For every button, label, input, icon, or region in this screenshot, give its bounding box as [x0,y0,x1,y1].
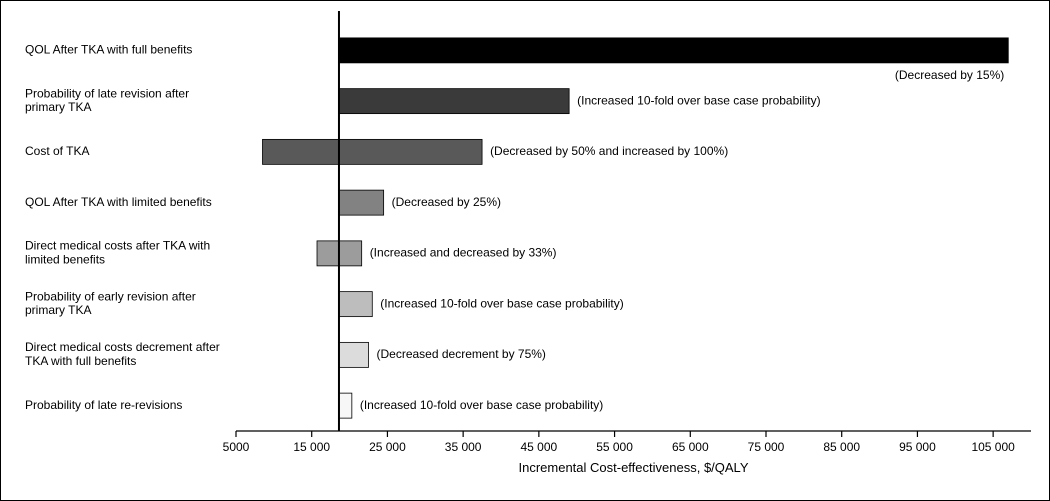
x-tick-label: 95 000 [899,440,936,454]
bar-label: Probability of late re-revisions [25,398,182,412]
x-tick-label: 15 000 [293,440,330,454]
bar-annotation: (Increased 10-fold over base case probab… [380,296,623,310]
bar-annotation: (Increased 10-fold over base case probab… [360,398,603,412]
tornado-chart: QOL After TKA with full benefits (Decreas… [11,11,1041,492]
x-tick-label: 75 000 [748,440,785,454]
bar [339,342,369,367]
bar-label: Probability of early revision after [25,289,196,303]
bar-label: limited benefits [25,252,105,266]
chart-frame: QOL After TKA with full benefits (Decreas… [0,0,1050,501]
bar [339,292,372,317]
bar [339,89,569,114]
x-tick-label: 55 000 [596,440,633,454]
x-tick-label: 105 000 [971,440,1015,454]
x-tick-label: 45 000 [521,440,558,454]
bar-label: TKA with full benefits [25,354,136,368]
bar-annotation: (Decreased by 25%) [392,195,501,209]
bar-label: QOL After TKA with limited benefits [25,195,212,209]
bar-label: Direct medical costs after TKA with [25,239,210,253]
bar-annotation: (Decreased by 50% and increased by 100%) [490,144,728,158]
bar [339,393,352,418]
x-tick-label: 25 000 [369,440,406,454]
bar [339,190,384,215]
bar-annotation: (Decreased decrement by 75%) [377,347,546,361]
bar [263,139,483,164]
x-tick-label: 65 000 [672,440,709,454]
bar-label: Cost of TKA [25,144,89,158]
bar-label: primary TKA [25,303,91,317]
bar-annotation: (Increased 10-fold over base case probab… [577,93,820,107]
bar-label: Probability of late revision after [25,86,189,100]
x-axis-title: Incremental Cost-effectiveness, $/QALY [518,460,748,475]
bar-annotation: (Increased and decreased by 33%) [370,246,557,260]
bar [339,38,1008,63]
x-tick-label: 35 000 [445,440,482,454]
bar-label: Direct medical costs decrement after [25,340,220,354]
bar-label: QOL After TKA with full benefits [25,43,192,57]
bar-annotation: (Decreased by 15%) [895,68,1004,82]
bar-label: primary TKA [25,100,91,114]
x-tick-label: 5000 [223,440,250,454]
x-tick-label: 85 000 [823,440,860,454]
